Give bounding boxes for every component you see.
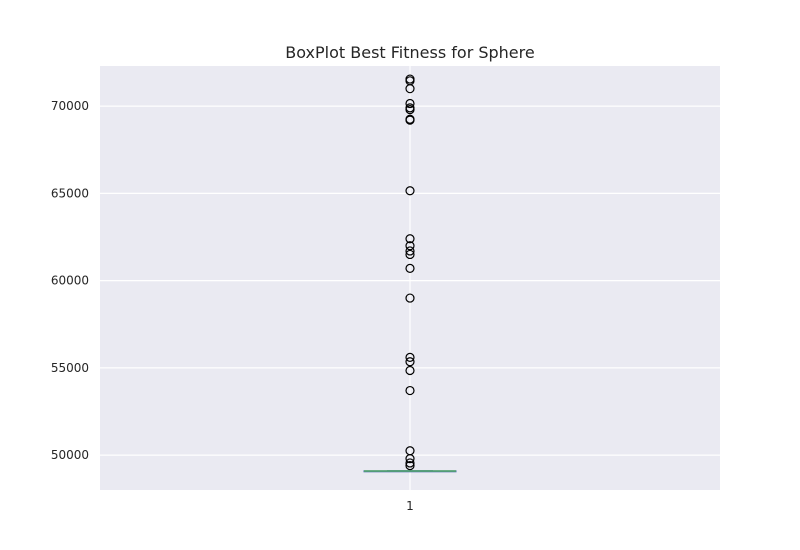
outlier-point xyxy=(405,241,415,251)
y-tick-label: 55000 xyxy=(51,361,89,375)
outlier-point xyxy=(405,105,415,115)
outlier-point xyxy=(405,293,415,303)
y-axis-ticks: 50000 55000 60000 65000 70000 xyxy=(51,99,89,462)
grid-lines xyxy=(100,66,720,490)
outlier-point xyxy=(405,352,415,362)
box-series xyxy=(363,470,457,473)
chart-title: BoxPlot Best Fitness for Sphere xyxy=(285,43,534,62)
outlier-point xyxy=(405,365,415,376)
y-tick-label: 50000 xyxy=(51,448,89,462)
y-tick-label: 60000 xyxy=(51,274,89,288)
outlier-point xyxy=(405,115,415,125)
outlier-point xyxy=(405,460,415,471)
outlier-point xyxy=(405,84,415,94)
outlier-point xyxy=(405,186,415,196)
x-axis-ticks: 1 xyxy=(406,499,414,513)
outlier-point xyxy=(405,453,415,464)
outlier-point xyxy=(405,249,415,260)
y-tick-label: 70000 xyxy=(51,99,89,113)
outlier-points xyxy=(405,74,415,471)
outlier-point xyxy=(405,246,415,256)
outlier-point xyxy=(405,234,415,244)
y-tick-label: 65000 xyxy=(51,186,89,200)
outlier-point xyxy=(405,385,415,396)
outlier-point xyxy=(405,263,415,274)
outlier-point xyxy=(405,357,415,367)
outlier-point xyxy=(405,98,415,109)
outlier-point xyxy=(405,458,415,468)
x-tick-label: 1 xyxy=(406,499,414,513)
